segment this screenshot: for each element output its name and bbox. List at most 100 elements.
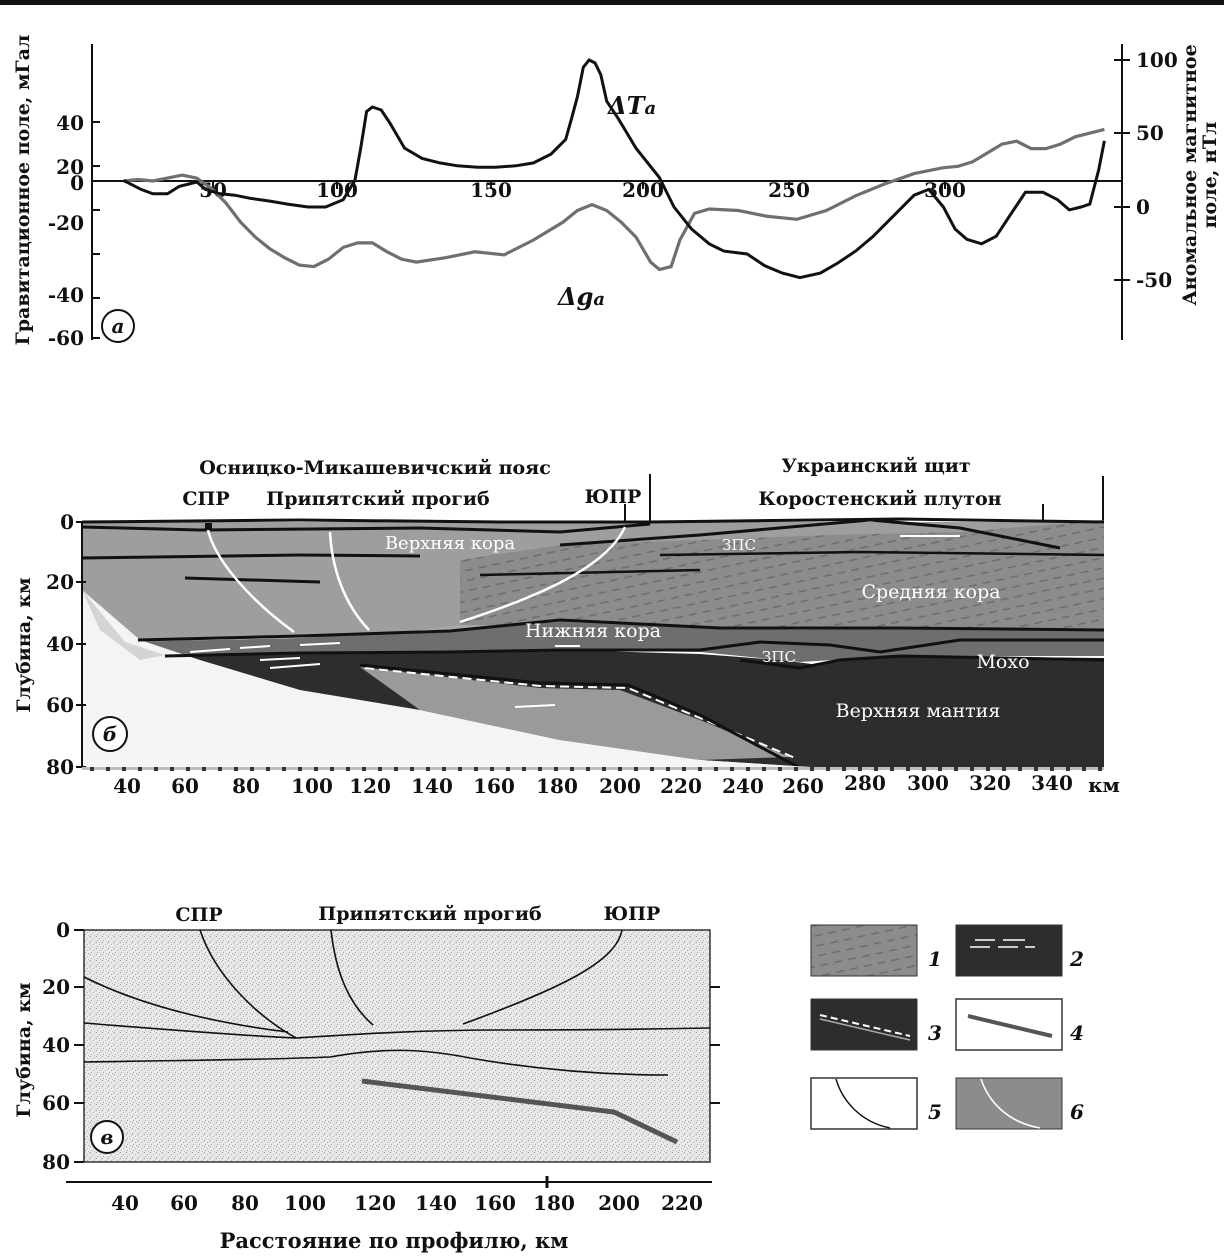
- gravity-series-label: Δga: [557, 282, 605, 311]
- c-interpreted-lines: [83, 929, 711, 1076]
- panel-a-right-ticks: 100 50 0 -50: [1114, 48, 1178, 292]
- b-x-minor-tick: [154, 767, 158, 771]
- series-gravity-line: [123, 127, 1105, 272]
- b-x-minor-tick: [410, 767, 414, 771]
- panel-c-label-circle: [90, 1120, 124, 1154]
- panel-b-x-ticks: 40 60 80 100 120 140 160 180 200 220 240…: [90, 767, 1120, 798]
- b-x-minor-tick: [1098, 767, 1102, 771]
- c-x-tick-label: 80: [231, 1191, 259, 1215]
- b-x-tick-label: 300: [907, 771, 949, 795]
- panel-a-ylabel-right-1: Аномальное магнитное: [1179, 44, 1201, 305]
- b-x-minor-tick: [986, 767, 990, 771]
- label-middle-crust: Средняя кора: [861, 581, 1000, 603]
- b-x-minor-tick: [874, 767, 878, 771]
- b-x-minor-tick: [474, 767, 478, 771]
- b-x-minor-tick: [1018, 767, 1022, 771]
- b-x-tick-label: 320: [969, 771, 1011, 795]
- b-x-minor-tick: [426, 767, 430, 771]
- c-x-tick-label: 120: [354, 1191, 396, 1215]
- middle-crust-layer: [460, 520, 1104, 632]
- b-x-minor-tick: [170, 767, 174, 771]
- c-y-tick-label: 0: [56, 918, 70, 942]
- label-zps-2: ЗПС: [762, 648, 796, 666]
- a-x-tick-label: 250: [768, 178, 810, 202]
- c-y-tick-label: 80: [42, 1150, 70, 1174]
- b-x-minor-tick: [506, 767, 510, 771]
- panel-a: Гравитационное поле, мГал Аномальное маг…: [12, 35, 1221, 350]
- b-x-tick-label: 120: [349, 774, 391, 798]
- c-y-tick-label: 40: [42, 1033, 70, 1057]
- b-x-minor-tick: [250, 767, 254, 771]
- b-x-minor-tick: [106, 767, 110, 771]
- b-x-minor-tick: [458, 767, 462, 771]
- b-y-tick-label: 40: [46, 632, 74, 656]
- b-x-minor-tick: [186, 767, 190, 771]
- panel-c: СПР Припятский прогиб ЮПР Глубина, км 0: [13, 903, 720, 1253]
- b-x-minor-tick: [282, 767, 286, 771]
- b-x-minor-tick: [938, 767, 942, 771]
- a-left-tick-label: -20: [48, 211, 84, 235]
- b-x-minor-tick: [586, 767, 590, 771]
- header-belt: Осницко-Микашевичский пояс: [199, 457, 551, 479]
- magnetic-series-label: ΔTa: [607, 91, 656, 120]
- b-x-minor-tick: [1082, 767, 1086, 771]
- b-x-minor-tick: [634, 767, 638, 771]
- b-x-minor-tick: [714, 767, 718, 771]
- b-x-minor-tick: [666, 767, 670, 771]
- legend-item-3: 3: [810, 998, 942, 1051]
- c-y-tick-label: 60: [42, 1091, 70, 1115]
- b-x-minor-tick: [970, 767, 974, 771]
- b-x-tick-label: 80: [232, 774, 260, 798]
- legend-number: 5: [928, 1100, 942, 1124]
- b-x-minor-tick: [218, 767, 222, 771]
- b-x-tick-label: 200: [599, 774, 641, 798]
- label-pripyat: Припятский прогиб: [266, 488, 489, 510]
- panel-b-ylabel: Глубина, км: [13, 577, 35, 712]
- b-x-unit: км: [1088, 773, 1120, 797]
- label-lower-crust: Нижняя кора: [525, 620, 661, 642]
- cross-section-b: [81, 517, 1105, 770]
- b-x-minor-tick: [618, 767, 622, 771]
- c-x-tick-label: 100: [284, 1191, 326, 1215]
- a-right-tick-label: -50: [1136, 268, 1172, 292]
- b-x-minor-tick: [554, 767, 558, 771]
- seismic-section-c: [84, 930, 710, 1162]
- panel-a-label: а: [112, 314, 125, 338]
- top-rule: [0, 0, 1224, 5]
- b-x-minor-tick: [266, 767, 270, 771]
- a-right-tick-label: 0: [1136, 195, 1150, 219]
- c-x-tick-label: 160: [474, 1191, 516, 1215]
- b-x-tick-label: 40: [113, 774, 141, 798]
- a-left-tick-label: 20: [56, 155, 84, 179]
- b-x-minor-tick: [602, 767, 606, 771]
- b-x-minor-tick: [490, 767, 494, 771]
- panel-a-x-ticks: 50 100 150 200 250 300: [199, 178, 966, 202]
- b-x-tick-label: 60: [171, 774, 199, 798]
- b-x-minor-tick: [650, 767, 654, 771]
- b-x-tick-label: 280: [844, 771, 886, 795]
- b-x-minor-tick: [138, 767, 142, 771]
- c-x-tick-label: 140: [415, 1191, 457, 1215]
- panel-a-label-circle: [101, 309, 135, 343]
- a-left-tick-label: -60: [48, 326, 84, 350]
- b-x-minor-tick: [1066, 767, 1070, 771]
- b-x-tick-label: 240: [722, 774, 764, 798]
- dipping-reflector: [364, 667, 796, 759]
- c-x-tick-label: 40: [111, 1191, 139, 1215]
- label-yupr: ЮПР: [585, 486, 642, 508]
- legend-number: 2: [1069, 947, 1084, 971]
- b-x-minor-tick: [298, 767, 302, 771]
- b-x-minor-tick: [122, 767, 126, 771]
- panel-c-y-ticks: 0 20 40 60 80: [42, 918, 720, 1174]
- c-label-spr: СПР: [175, 904, 222, 926]
- b-x-minor-tick: [906, 767, 910, 771]
- legend-item-6: 6: [955, 1077, 1084, 1130]
- b-x-tick-label: 220: [660, 774, 702, 798]
- panel-c-xlabel: Расстояние по профилю, км: [220, 1228, 569, 1253]
- a-right-tick-label: 50: [1136, 121, 1164, 145]
- a-left-tick-label: -40: [48, 283, 84, 307]
- panel-a-ylabel-left: Гравитационное поле, мГал: [12, 35, 34, 346]
- b-x-tick-label: 100: [291, 774, 333, 798]
- label-upper-mantle: Верхняя мантия: [836, 700, 1001, 722]
